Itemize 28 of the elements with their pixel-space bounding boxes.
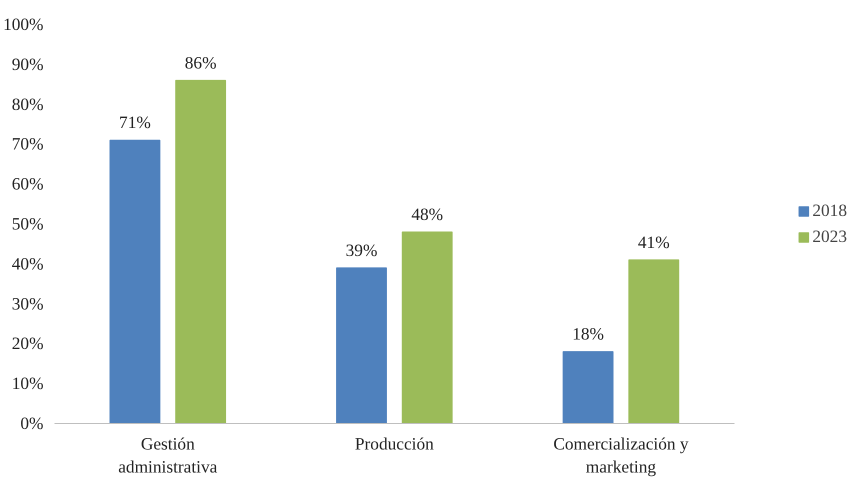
y-tick-label: 50% bbox=[12, 214, 44, 234]
y-tick-label: 100% bbox=[3, 15, 44, 34]
data-label: 71% bbox=[119, 113, 151, 132]
y-tick-label: 10% bbox=[12, 374, 44, 394]
data-label: 48% bbox=[411, 204, 444, 224]
bar bbox=[628, 259, 680, 424]
bar bbox=[402, 231, 453, 424]
data-label: 39% bbox=[346, 240, 378, 260]
legend-label: 2018 bbox=[812, 200, 847, 220]
legend-label: 2023 bbox=[812, 226, 847, 246]
data-label: 86% bbox=[184, 53, 217, 72]
y-tick-label: 90% bbox=[12, 54, 44, 74]
x-tick-label: Producción bbox=[354, 434, 434, 454]
data-label: 41% bbox=[638, 232, 670, 252]
x-tick-label: Gestión administrativa bbox=[118, 434, 218, 476]
bar bbox=[336, 267, 387, 424]
y-tick-label: 60% bbox=[12, 174, 44, 194]
x-tick-label: Comercialización y marketing bbox=[553, 434, 689, 476]
y-tick-label: 70% bbox=[12, 134, 44, 154]
data-label: 18% bbox=[572, 324, 604, 344]
bar bbox=[110, 140, 160, 424]
y-tick-label: 20% bbox=[12, 334, 44, 354]
y-tick-label: 30% bbox=[12, 294, 44, 314]
y-tick-label: 0% bbox=[20, 414, 44, 433]
bar bbox=[562, 351, 614, 424]
y-tick-label: 80% bbox=[12, 94, 44, 114]
y-tick-label: 40% bbox=[12, 254, 44, 274]
bar bbox=[175, 80, 226, 424]
